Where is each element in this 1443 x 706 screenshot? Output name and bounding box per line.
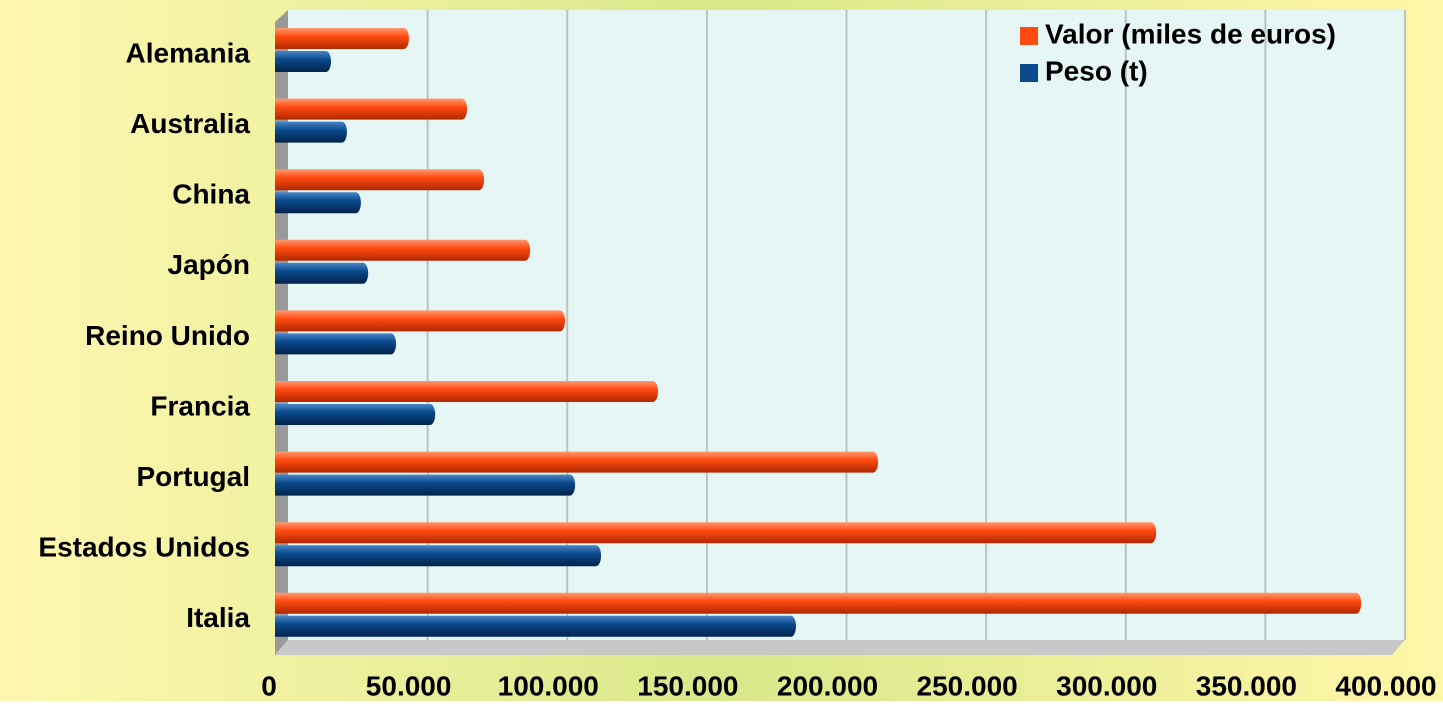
x-tick-label: 150.000 (637, 670, 738, 701)
floor (275, 640, 1405, 655)
bar (275, 310, 566, 332)
y-tick-label: Alemania (126, 37, 251, 68)
y-tick-label: Francia (150, 390, 250, 421)
legend-swatch (1020, 64, 1038, 82)
legend-label: Peso (t) (1045, 55, 1148, 86)
bar (275, 615, 796, 637)
bar (275, 28, 409, 49)
y-tick-label: Australia (130, 108, 250, 139)
legend-label: Valor (miles de euros) (1045, 18, 1336, 49)
bar (275, 522, 1157, 544)
bar (275, 51, 332, 72)
x-tick-label: 350.000 (1196, 670, 1297, 701)
legend-swatch (1020, 27, 1038, 45)
x-tick-label: 200.000 (777, 670, 878, 701)
y-tick-label: Italia (186, 602, 250, 633)
x-tick-label: 250.000 (917, 670, 1018, 701)
bar (275, 404, 436, 425)
bar (275, 381, 659, 402)
bar (275, 333, 397, 355)
y-tick-label: Portugal (136, 461, 250, 492)
y-tick-label: Japón (168, 249, 250, 280)
bar (275, 451, 879, 473)
bar (275, 121, 347, 143)
bar (275, 239, 531, 261)
x-tick-label: 50.000 (366, 670, 452, 701)
x-tick-label: 0 (261, 670, 277, 701)
y-tick-label: Reino Unido (85, 320, 250, 351)
bar (275, 192, 361, 214)
bar (275, 474, 576, 496)
bar (275, 592, 1362, 614)
x-tick-label: 100.000 (498, 670, 599, 701)
bar (275, 262, 369, 284)
bar (275, 545, 602, 567)
bar (275, 98, 468, 120)
y-tick-label: China (172, 179, 250, 210)
x-tick-label: 300.000 (1056, 670, 1157, 701)
y-tick-label: Estados Unidos (38, 532, 250, 563)
x-tick-label: 400.000 (1335, 670, 1436, 701)
bar (275, 169, 485, 191)
